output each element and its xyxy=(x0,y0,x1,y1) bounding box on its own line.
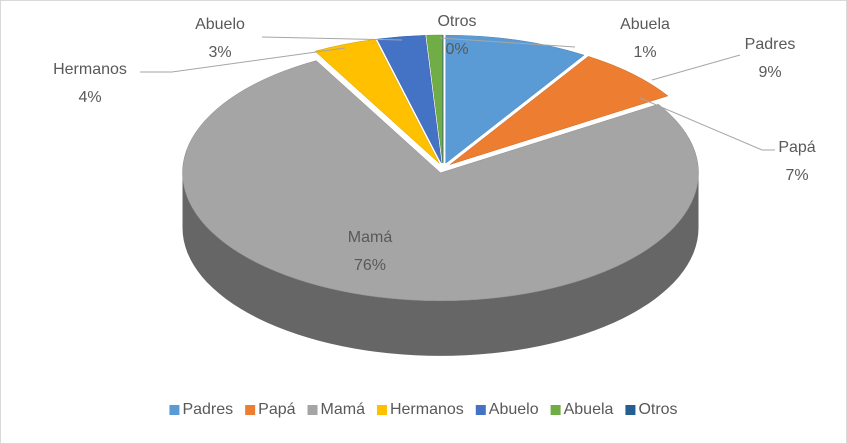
data-label-value: 76% xyxy=(354,257,386,274)
data-label-name: Abuela xyxy=(620,16,670,33)
data-label-name: Hermanos xyxy=(53,61,127,78)
legend-swatch xyxy=(245,405,256,415)
data-label-value: 0% xyxy=(445,41,468,58)
legend-swatch xyxy=(475,405,486,415)
slice xyxy=(449,56,669,165)
legend-label: Papá xyxy=(258,401,295,418)
legend-swatch xyxy=(625,405,636,415)
legend-label: Otros xyxy=(638,401,677,418)
slice-side xyxy=(182,172,699,356)
leader-line xyxy=(439,37,576,48)
leader-line xyxy=(639,97,775,151)
legend-swatch xyxy=(169,405,180,415)
legend-label: Abuela xyxy=(564,401,614,418)
slice xyxy=(182,60,699,302)
data-label-name: Otros xyxy=(437,13,476,30)
legend-swatch xyxy=(307,405,318,415)
legend-label: Padres xyxy=(182,401,233,418)
data-label-value: 7% xyxy=(785,167,808,184)
data-label-value: 1% xyxy=(633,44,656,61)
slice xyxy=(445,34,585,164)
legend-label: Abuelo xyxy=(489,401,539,418)
data-label-name: Papá xyxy=(778,139,815,156)
legend: Padres Papá Mamá Hermanos Abuelo Abuela Otros xyxy=(169,401,678,418)
legend-swatch xyxy=(550,405,561,415)
leader-line xyxy=(261,36,403,41)
legend-label: Mamá xyxy=(321,401,366,418)
slice xyxy=(426,34,443,164)
legend-label: Hermanos xyxy=(390,401,464,418)
data-label-name: Padres xyxy=(745,36,796,53)
data-label-value: 3% xyxy=(208,44,231,61)
data-label-value: 4% xyxy=(78,89,101,106)
data-label-value: 9% xyxy=(758,64,781,81)
data-label-name: Mamá xyxy=(348,229,393,246)
leader-line xyxy=(651,54,741,81)
legend-swatch xyxy=(376,405,387,415)
leader-line xyxy=(140,47,346,73)
data-label-name: Abuelo xyxy=(195,16,245,33)
